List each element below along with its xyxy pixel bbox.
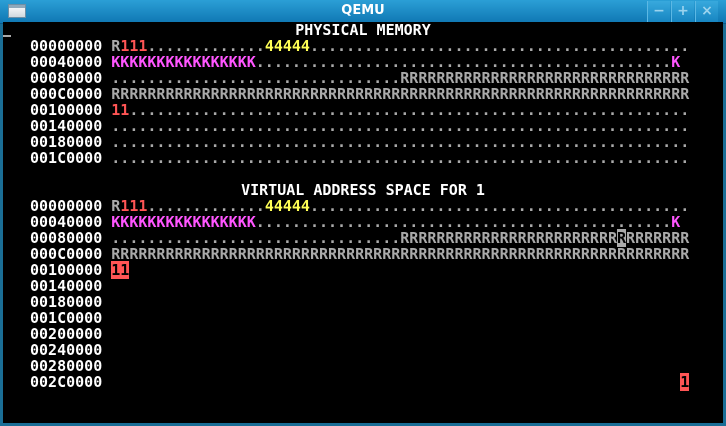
page-cells: 11 <box>111 261 130 279</box>
window-title: QEMU <box>341 3 385 18</box>
window-menu-icon[interactable] <box>8 4 26 18</box>
page-cells: ........................................… <box>309 197 690 215</box>
page-cells: K <box>671 213 681 231</box>
address-label: 00180000 <box>30 293 103 311</box>
memory-map-row: 000C0000 RRRRRRRRRRRRRRRRRRRRRRRRRRRRRRR… <box>30 246 689 262</box>
title-bar[interactable]: QEMU − + × <box>0 0 726 24</box>
memory-map-row: 002C0000 1 <box>30 373 690 391</box>
page-cells: RRRRRRRRRRRRRRRRRRRRRRRRRRRRRRRRRRRRRRRR… <box>111 245 690 263</box>
memory-map-row: 00100000 11.............................… <box>30 102 689 118</box>
address-label: 00200000 <box>30 325 103 343</box>
address-label: 001C0000 <box>30 309 103 327</box>
page-cells: RRRRRRR <box>626 229 690 247</box>
memory-map-row: 00000000 R111.............44444.........… <box>30 38 689 54</box>
memory-map-row: 00000000 R111.............44444.........… <box>30 198 689 214</box>
memory-map-row: 00100000 11 <box>30 261 130 279</box>
address-label: 00100000 <box>30 261 103 279</box>
page-cells: RRRRRRRRRRRRRRRRRRRRRRRRRRRRRRRR <box>400 69 690 87</box>
address-label: 000C0000 <box>30 85 103 103</box>
page-cells: ........................................… <box>255 213 672 231</box>
page-cells: R <box>617 229 627 247</box>
memory-map-row: 00140000 <box>30 278 111 294</box>
memory-map-row: 001C0000 <box>30 310 111 326</box>
page-cells: 44444 <box>264 37 310 55</box>
page-cells: ................................ <box>111 69 401 87</box>
page-cells: ............. <box>147 37 265 55</box>
page-cells: K <box>671 53 681 71</box>
page-cells: ............. <box>147 197 265 215</box>
section-heading: VIRTUAL ADDRESS SPACE FOR 1 <box>241 181 485 199</box>
text-cursor <box>3 35 11 37</box>
page-cells: RRRRRRRRRRRRRRRRRRRRRRRRRRRRRRRRRRRRRRRR… <box>111 85 690 103</box>
address-label: 00140000 <box>30 117 103 135</box>
memory-map-row: 00180000 <box>30 294 111 310</box>
page-cells: 1 <box>680 373 690 391</box>
page-cells: R <box>111 197 121 215</box>
memory-map-row: 00140000 ...............................… <box>30 118 689 134</box>
memory-map-row: 00180000 ...............................… <box>30 134 689 150</box>
page-cells: KKKKKKKKKKKKKKKK <box>111 213 256 231</box>
page-cells: ........................................… <box>255 53 672 71</box>
page-cells: ................................ <box>111 229 401 247</box>
memory-map-row: 00080000 ...............................… <box>30 229 690 247</box>
address-label: 00140000 <box>30 277 103 295</box>
section-heading: PHYSICAL MEMORY <box>295 21 431 39</box>
page-cells: KKKKKKKKKKKKKKKK <box>111 53 256 71</box>
page-cells: RRRRRRRRRRRRRRRRRRRRRRRR <box>400 229 618 247</box>
address-label: 00080000 <box>30 69 103 87</box>
page-cells: 111 <box>120 37 148 55</box>
address-label: 001C0000 <box>30 149 103 167</box>
memory-map-row: 00240000 <box>30 342 111 358</box>
page-cells: R <box>111 37 121 55</box>
page-cells: 44444 <box>264 197 310 215</box>
page-cells: ........................................… <box>129 101 690 119</box>
close-button[interactable]: × <box>695 1 718 22</box>
minimize-button[interactable]: − <box>647 1 670 22</box>
page-cells <box>111 373 680 391</box>
maximize-button[interactable]: + <box>671 1 694 22</box>
address-label: 00000000 <box>30 197 103 215</box>
address-label: 00240000 <box>30 341 103 359</box>
address-label: 00080000 <box>30 229 103 247</box>
memory-map-row: 00040000 KKKKKKKKKKKKKKKK...............… <box>30 54 680 70</box>
memory-map-row: 00040000 KKKKKKKKKKKKKKKK...............… <box>30 214 680 230</box>
page-cells: ........................................… <box>111 133 690 151</box>
address-label: 002C0000 <box>30 373 103 391</box>
memory-map-row: 00200000 <box>30 326 111 342</box>
memory-map-row: 00080000 ...............................… <box>30 70 689 86</box>
address-label: 00280000 <box>30 357 103 375</box>
address-label: 00040000 <box>30 53 103 71</box>
vga-text-screen[interactable]: PHYSICAL MEMORY 00000000 R111............… <box>3 22 723 423</box>
address-label: 00180000 <box>30 133 103 151</box>
memory-map-row: 000C0000 RRRRRRRRRRRRRRRRRRRRRRRRRRRRRRR… <box>30 86 689 102</box>
address-label: 00100000 <box>30 101 103 119</box>
memory-map-row: 001C0000 ...............................… <box>30 150 689 166</box>
page-cells: ........................................… <box>111 117 690 135</box>
page-cells: 111 <box>120 197 148 215</box>
page-cells: 11 <box>111 101 130 119</box>
address-label: 000C0000 <box>30 245 103 263</box>
page-cells: ........................................… <box>309 37 690 55</box>
address-label: 00000000 <box>30 37 103 55</box>
address-label: 00040000 <box>30 213 103 231</box>
page-cells: ........................................… <box>111 149 690 167</box>
memory-map-row: 00280000 <box>30 358 111 374</box>
